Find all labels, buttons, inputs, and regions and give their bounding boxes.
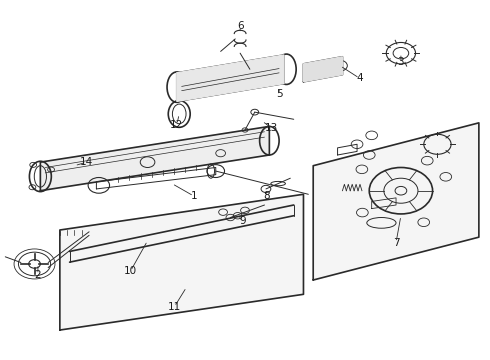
Text: 3: 3 [397, 57, 404, 67]
Text: 6: 6 [237, 21, 244, 31]
Text: 10: 10 [124, 266, 137, 276]
Polygon shape [303, 57, 343, 82]
Polygon shape [177, 55, 284, 102]
Text: 5: 5 [276, 89, 282, 99]
Polygon shape [313, 123, 479, 280]
Text: 7: 7 [392, 238, 399, 248]
Text: 11: 11 [168, 302, 181, 312]
Text: 9: 9 [239, 216, 246, 226]
Text: 8: 8 [264, 191, 270, 201]
Polygon shape [60, 194, 303, 330]
Text: 4: 4 [356, 73, 363, 83]
Text: 12: 12 [170, 120, 183, 130]
Text: 13: 13 [265, 123, 278, 133]
Text: 14: 14 [80, 157, 93, 167]
Text: 2: 2 [35, 270, 41, 280]
Text: 1: 1 [191, 191, 197, 201]
Polygon shape [40, 126, 270, 191]
